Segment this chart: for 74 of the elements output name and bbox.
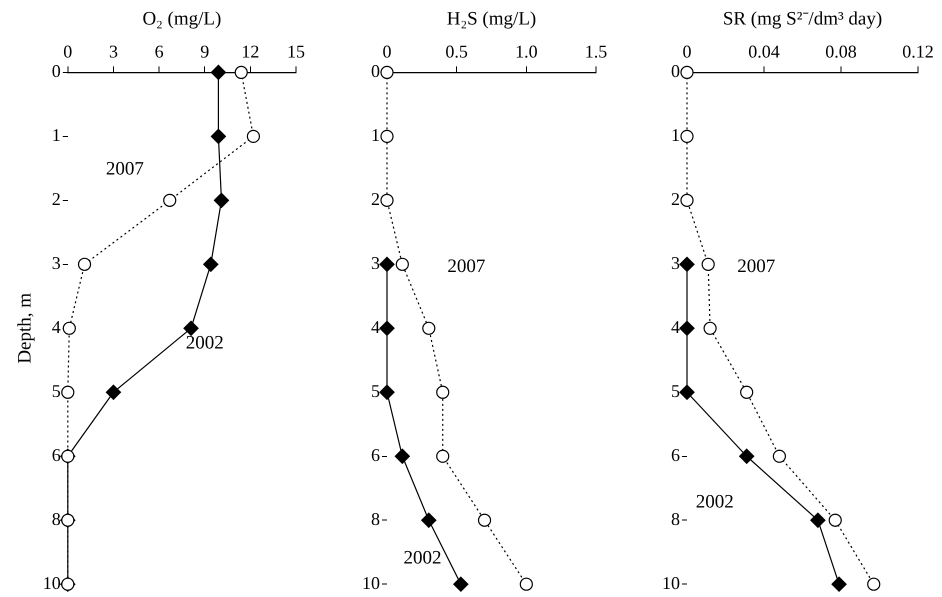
y-tick-label: 1 xyxy=(52,125,61,146)
point xyxy=(379,320,395,336)
series-label: 2002 xyxy=(696,491,734,512)
point xyxy=(234,66,248,79)
x-tick-label: 3 xyxy=(108,41,118,62)
x-tick-label: 0.08 xyxy=(825,41,857,62)
point xyxy=(379,384,395,400)
y-tick-label: 1 xyxy=(371,125,380,146)
point xyxy=(810,512,826,528)
point xyxy=(394,448,410,464)
point xyxy=(453,576,468,592)
x-tick-label: 6 xyxy=(154,41,164,62)
point xyxy=(61,386,74,399)
point xyxy=(380,66,394,79)
point xyxy=(203,256,218,272)
y-tick-label: 6 xyxy=(371,444,380,465)
y-tick-label: 5 xyxy=(52,381,61,402)
x-tick-label: 15 xyxy=(287,41,305,62)
point xyxy=(210,64,226,80)
y-tick-label: 1 xyxy=(671,125,680,146)
y-tick-label: 2 xyxy=(671,189,680,210)
y-tick-label: 4 xyxy=(52,317,61,338)
y-tick-label: 4 xyxy=(671,317,680,338)
x-axis-title: O₂ (mg/L) xyxy=(142,8,222,30)
x-axis-title: H₂S (mg/L) xyxy=(446,8,536,30)
y-tick-label: 4 xyxy=(371,317,380,338)
y-tick-label: 3 xyxy=(52,253,61,274)
y-tick-label: 2 xyxy=(52,189,61,210)
point xyxy=(379,256,395,272)
x-tick-label: 9 xyxy=(200,41,210,62)
y-tick-label: 10 xyxy=(362,572,380,593)
x-tick-label: 0.04 xyxy=(748,41,780,62)
y-tick-label: 5 xyxy=(371,381,380,402)
y-tick-label: 8 xyxy=(52,508,61,529)
point xyxy=(210,128,226,144)
point xyxy=(680,66,694,79)
point xyxy=(214,192,230,208)
y-axis-title: Depth, m xyxy=(14,292,36,364)
y-tick-label: 0 xyxy=(671,61,680,82)
series-label: 2007 xyxy=(737,256,776,277)
x-tick-label: 0.5 xyxy=(445,41,468,62)
point xyxy=(831,576,847,592)
x-tick-label: 12 xyxy=(241,41,260,62)
y-tick-label: 5 xyxy=(671,381,680,402)
x-axis-title: SR (mg S²⁻/dm³ day) xyxy=(722,8,882,30)
y-tick-label: 8 xyxy=(371,508,380,529)
point xyxy=(380,130,394,143)
point xyxy=(679,320,695,336)
point xyxy=(106,384,122,400)
y-tick-label: 6 xyxy=(52,444,61,465)
point xyxy=(421,512,436,528)
point xyxy=(183,320,199,336)
point xyxy=(680,194,694,207)
x-tick-label: 0.12 xyxy=(902,41,934,62)
point xyxy=(680,130,694,143)
point xyxy=(679,256,695,272)
series-label: 2002 xyxy=(404,548,442,569)
y-tick-label: 0 xyxy=(52,61,61,82)
series-label: 2002 xyxy=(186,332,224,354)
y-tick-label: 10 xyxy=(42,572,61,593)
series-label: 2007 xyxy=(106,158,144,180)
y-tick-label: 8 xyxy=(671,508,680,529)
y-tick-label: 10 xyxy=(662,572,680,593)
y-tick-label: 6 xyxy=(671,444,680,465)
y-tick-label: 3 xyxy=(671,253,680,274)
point xyxy=(380,194,394,207)
point xyxy=(679,384,695,400)
y-tick-label: 3 xyxy=(371,253,380,274)
series-label: 2007 xyxy=(447,256,486,277)
y-tick-label: 0 xyxy=(371,61,380,82)
y-tick-label: 2 xyxy=(371,189,380,210)
x-tick-label: 1.0 xyxy=(515,41,538,62)
point xyxy=(739,448,754,464)
x-tick-label: 1.5 xyxy=(584,41,608,62)
